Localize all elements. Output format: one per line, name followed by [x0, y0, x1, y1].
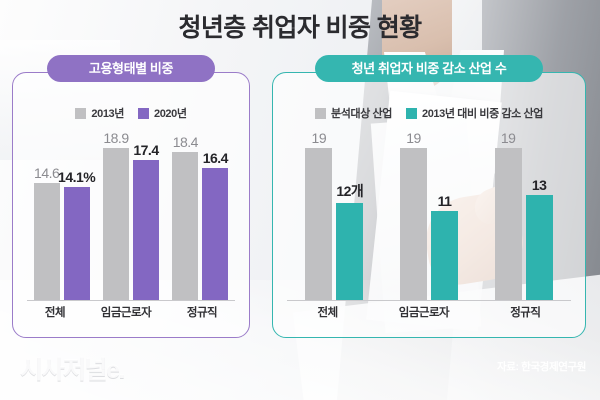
legend-label-2020: 2020년: [154, 108, 187, 120]
legend-swatch-gray-icon: [75, 107, 87, 119]
legend-left: 2013년 2020년: [13, 105, 249, 121]
legend-right: 분석대상 산업 2013년 대비 비중 감소 산업: [273, 105, 585, 121]
bar-wrap-left-2-2020: 16.4: [202, 150, 229, 301]
source-note: 자료: 한국경제연구원: [497, 361, 586, 373]
xlabel-left-2: 정규직: [186, 307, 218, 319]
bar-wrap-left-1-2013: 18.9: [102, 130, 129, 301]
bar-group-left-2: 18.4 16.4: [172, 134, 229, 301]
bar-wrap-right-1-target: 19: [399, 130, 427, 301]
bar-wrap-left-0-2013: 14.6: [33, 165, 60, 301]
bar-value-right-2-declining: 13: [531, 177, 547, 193]
bar-group-left-1: 18.9 17.4: [102, 130, 159, 301]
watermark-logo: 시사저널e.: [20, 356, 125, 384]
bar-left-1-2013: [102, 148, 129, 301]
bar-left-0-2020: [63, 187, 90, 301]
bar-value-right-1-declining: 11: [437, 193, 452, 209]
page-title: 청년층 취업자 비중 현황: [178, 14, 422, 42]
bar-wrap-left-1-2020: 17.4: [132, 142, 159, 301]
bar-group-right-0: 19 12개: [305, 130, 364, 301]
chart-right-baseline: [287, 300, 571, 301]
bar-group-right-2: 19 13: [494, 130, 553, 301]
bar-group-right-1: 19 11: [399, 130, 458, 301]
bar-value-left-0-2020: 14.1%: [58, 169, 96, 185]
bar-wrap-right-2-target: 19: [494, 130, 522, 301]
bar-left-1-2020: [132, 160, 159, 301]
bar-value-right-0-target: 19: [311, 130, 327, 146]
legend-label-target-industries: 분석대상 산업: [331, 108, 392, 120]
chart-right-xaxis: 전체 임금근로자 정규직: [287, 301, 571, 323]
legend-label-2013: 2013년: [91, 108, 124, 120]
panel-left-title-pill: 고용형태별 비중: [47, 55, 215, 82]
legend-label-declining-industries: 2013년 대비 비중 감소 산업: [422, 108, 543, 120]
legend-item-2020: 2020년: [138, 105, 187, 121]
bar-wrap-right-1-declining: 11: [430, 193, 458, 301]
chart-right: 19 12개 19 11: [287, 130, 571, 323]
bar-value-left-1-2013: 18.9: [103, 130, 129, 146]
bar-value-right-0-declining: 12개: [336, 183, 364, 199]
legend-item-2013: 2013년: [75, 105, 124, 121]
bar-wrap-left-2-2013: 18.4: [172, 134, 199, 301]
bar-right-0-target: [305, 148, 333, 301]
bar-value-left-2-2013: 18.4: [172, 134, 199, 150]
panel-declining-industries: 청년 취업자 비중 감소 산업 수 분석대상 산업 2013년 대비 비중 감소…: [272, 55, 586, 338]
bar-right-1-declining: [430, 211, 458, 301]
legend-swatch-gray-icon: [315, 107, 327, 119]
bar-right-1-target: [399, 148, 427, 301]
xlabel-left-0: 전체: [44, 307, 66, 319]
chart-right-groups: 19 12개 19 11: [287, 130, 571, 301]
bar-value-right-1-target: 19: [406, 130, 421, 146]
chart-left-xaxis: 전체 임금근로자 정규직: [27, 301, 235, 323]
legend-item-target-industries: 분석대상 산업: [315, 105, 392, 121]
bar-value-right-2-target: 19: [500, 130, 516, 146]
xlabel-right-1: 임금근로자: [398, 307, 450, 319]
bar-value-left-0-2013: 14.6: [34, 165, 60, 181]
bar-value-left-2-2020: 16.4: [202, 150, 229, 166]
bar-left-2-2013: [172, 152, 199, 301]
bar-wrap-left-0-2020: 14.1%: [58, 169, 96, 301]
bar-wrap-right-2-declining: 13: [525, 177, 553, 301]
chart-left-groups: 14.6 14.1% 18.9 17.4: [27, 130, 235, 301]
legend-swatch-teal-icon: [406, 107, 417, 119]
bar-value-left-1-2020: 17.4: [133, 142, 159, 158]
chart-left-baseline: [27, 300, 235, 301]
panel-employment-share: 고용형태별 비중 2013년 2020년 14.6 14.1%: [12, 55, 250, 338]
xlabel-left-1: 임금근로자: [100, 307, 152, 319]
chart-left: 14.6 14.1% 18.9 17.4: [27, 130, 235, 323]
panel-right-title-pill: 청년 취업자 비중 감소 산업 수: [315, 55, 543, 82]
bar-left-2-2020: [202, 168, 229, 301]
bar-right-2-declining: [525, 195, 553, 301]
bar-right-2-target: [494, 148, 522, 301]
bar-wrap-right-0-target: 19: [305, 130, 333, 301]
bar-wrap-right-0-declining: 12개: [336, 183, 364, 301]
xlabel-right-0: 전체: [317, 307, 339, 319]
legend-swatch-purple-icon: [138, 107, 149, 119]
bar-right-0-declining: [336, 203, 364, 301]
bar-left-0-2013: [33, 183, 60, 301]
bar-group-left-0: 14.6 14.1%: [33, 165, 96, 301]
legend-item-declining-industries: 2013년 대비 비중 감소 산업: [406, 105, 543, 121]
xlabel-right-2: 정규직: [510, 307, 541, 319]
